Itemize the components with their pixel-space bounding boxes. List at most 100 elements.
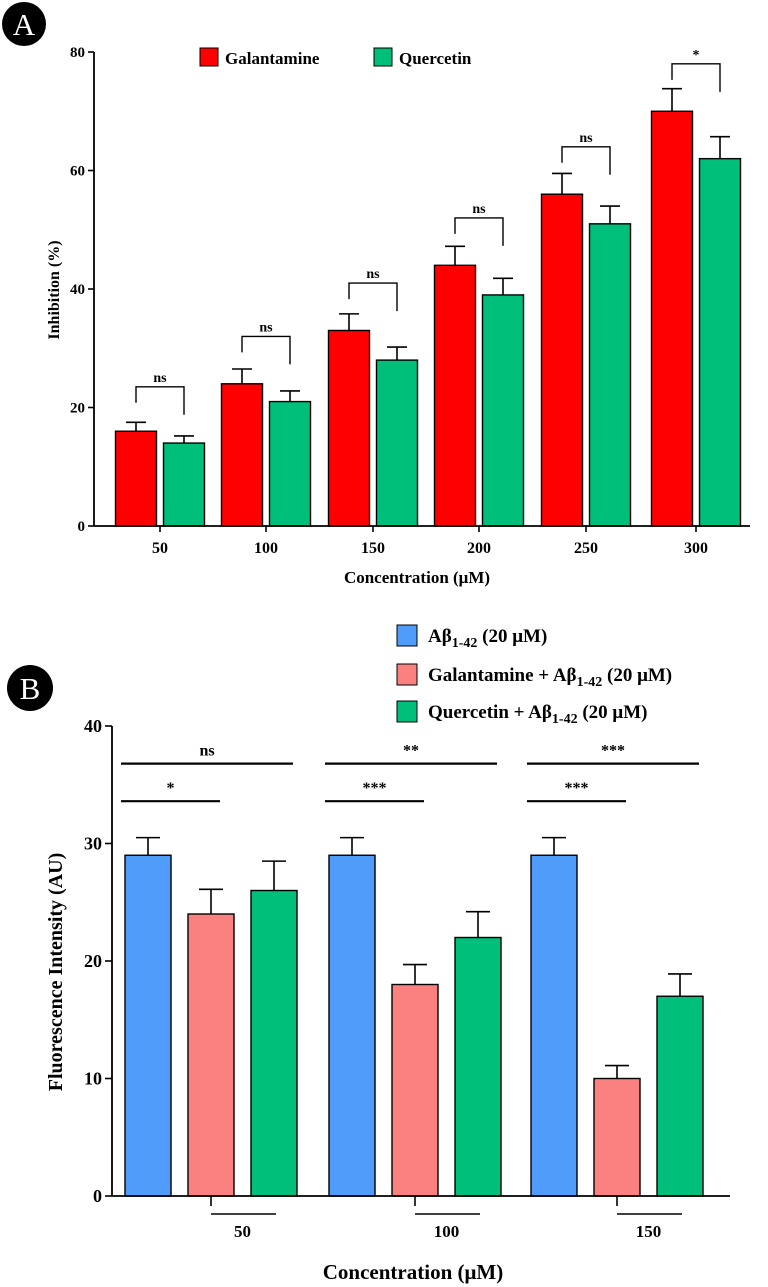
bar-galantamine-100 <box>220 383 264 527</box>
error-bar-quercetin-250 <box>600 205 620 224</box>
sig-bracket-150 <box>348 282 398 312</box>
error-bar-galantamine-abeta-150 <box>605 1064 629 1079</box>
y-tick-label-80: 80 <box>70 45 85 61</box>
bar-galantamine-abeta-100 <box>391 983 439 1197</box>
error-bar-quercetin-abeta-100 <box>466 910 490 938</box>
x-tick-label-100: 100 <box>254 540 278 557</box>
sig-label-100-0: ** <box>403 743 419 760</box>
error-bar-galantamine-150 <box>339 313 359 331</box>
bar-galantamine-200 <box>433 264 477 527</box>
x-tick-label-300: 300 <box>684 540 708 557</box>
sig-label-150: ns <box>366 267 380 282</box>
bar-galantamine-abeta-50 <box>187 913 235 1197</box>
bar-galantamine-250 <box>540 193 584 527</box>
chart-a-xlabel: Concentration (μM) <box>344 568 490 587</box>
legend-label-galantamine-abeta: Galantamine + Aβ1-42 (20 μM) <box>428 665 672 690</box>
bar-abeta-150 <box>530 854 578 1197</box>
legend-label-quercetin-abeta: Quercetin + Aβ1-42 (20 μM) <box>428 702 647 727</box>
legend-swatch-abeta <box>396 624 418 647</box>
sig-label-50: ns <box>153 371 167 386</box>
chart-b-xlabel: Concentration (μM) <box>323 1260 503 1284</box>
y-tick-label-20: 20 <box>84 951 102 971</box>
error-bar-galantamine-abeta-100 <box>403 963 427 985</box>
chart-b-error-bars <box>136 836 692 1079</box>
legend-swatch-quercetin <box>373 47 393 67</box>
legend-swatch-galantamine <box>199 47 219 67</box>
bar-quercetin-50 <box>162 442 206 527</box>
error-bar-galantamine-250 <box>552 172 572 195</box>
chart-b-significance: ns************ <box>121 743 699 803</box>
chart-a: ns ns ns ns ns * 50 100 150 200 250 300 0 20 40 60 80 G… <box>46 45 750 587</box>
y-tick-label-40: 40 <box>84 716 102 736</box>
error-bar-quercetin-100 <box>280 390 300 402</box>
bar-quercetin-abeta-100 <box>454 936 502 1197</box>
panel-a-letter: A <box>13 7 36 42</box>
error-bar-galantamine-300 <box>662 87 682 112</box>
y-tick-label-20: 20 <box>70 401 85 417</box>
chart-a-legend: Galantamine Quercetin <box>199 47 472 68</box>
sig-label-150-0: *** <box>601 743 625 760</box>
y-tick-label-60: 60 <box>70 164 85 180</box>
chart-b-legend: Aβ1-42 (20 μM) Galantamine + Aβ1-42 (20 … <box>396 624 672 727</box>
bar-abeta-50 <box>124 854 172 1197</box>
sig-label-150-1: *** <box>565 780 589 797</box>
y-tick-label-10: 10 <box>84 1069 102 1089</box>
x-tick-label-100: 100 <box>434 1222 460 1241</box>
x-tick-label-150: 150 <box>636 1222 662 1241</box>
legend-swatch-quercetin-abeta <box>396 700 418 723</box>
chart-a-ylabel: Inhibition (%) <box>46 240 63 339</box>
bar-quercetin-100 <box>268 400 312 527</box>
bar-quercetin-150 <box>375 359 419 527</box>
error-bar-abeta-50 <box>136 836 160 856</box>
chart-b-ylabel: Fluorescence Intensity (AU) <box>45 853 67 1091</box>
bar-quercetin-abeta-150 <box>656 995 704 1197</box>
sig-bracket-250 <box>561 146 611 175</box>
bar-quercetin-abeta-50 <box>250 889 298 1197</box>
sig-label-50-1: * <box>167 780 175 797</box>
chart-a-bars <box>114 110 742 527</box>
y-tick-label-30: 30 <box>84 834 102 854</box>
legend-label-abeta: Aβ1-42 (20 μM) <box>428 626 547 651</box>
error-bar-quercetin-300 <box>710 135 730 159</box>
error-bar-quercetin-abeta-50 <box>262 860 286 891</box>
sig-label-200: ns <box>472 202 486 217</box>
error-bar-galantamine-100 <box>232 368 252 384</box>
y-tick-label-0: 0 <box>93 1186 102 1206</box>
legend-swatch-galantamine-abeta <box>396 663 418 686</box>
y-tick-label-0: 0 <box>78 519 86 535</box>
bar-quercetin-200 <box>481 294 525 527</box>
sig-bracket-50 <box>135 386 185 415</box>
bar-galantamine-abeta-150 <box>593 1077 641 1197</box>
legend-label-galantamine: Galantamine <box>225 49 320 68</box>
panel-a-badge: A <box>2 2 46 46</box>
sig-label-300: * <box>693 48 700 63</box>
sig-label-100-1: *** <box>363 780 387 797</box>
sig-bracket-300 <box>671 63 721 92</box>
bar-quercetin-300 <box>698 157 742 527</box>
y-tick-label-40: 40 <box>70 282 85 298</box>
bar-galantamine-150 <box>327 329 371 527</box>
sig-label-100: ns <box>259 320 273 335</box>
error-bar-quercetin-200 <box>493 277 513 295</box>
sig-label-250: ns <box>579 131 593 146</box>
chart-a-significance: ns ns ns ns ns * <box>135 48 721 415</box>
chart-b-bars <box>124 854 704 1197</box>
x-tick-label-50: 50 <box>234 1222 251 1241</box>
x-tick-label-150: 150 <box>361 540 385 557</box>
legend-label-quercetin: Quercetin <box>399 49 472 68</box>
error-bar-quercetin-50 <box>174 435 194 444</box>
bar-galantamine-50 <box>114 430 158 527</box>
error-bar-galantamine-50 <box>126 421 146 432</box>
panel-b-badge: B <box>7 665 53 711</box>
error-bar-galantamine-200 <box>445 245 465 266</box>
error-bar-quercetin-abeta-150 <box>668 973 692 997</box>
chart-a-error-bars <box>126 87 730 444</box>
bar-abeta-100 <box>328 854 376 1197</box>
error-bar-abeta-150 <box>542 836 566 856</box>
x-tick-label-50: 50 <box>152 540 168 557</box>
chart-b-axes: 50 100 150 0 10 20 30 40 <box>84 716 730 1241</box>
chart-a-axes: 50 100 150 200 250 300 0 20 40 60 80 <box>70 45 750 557</box>
sig-bracket-200 <box>454 217 504 246</box>
